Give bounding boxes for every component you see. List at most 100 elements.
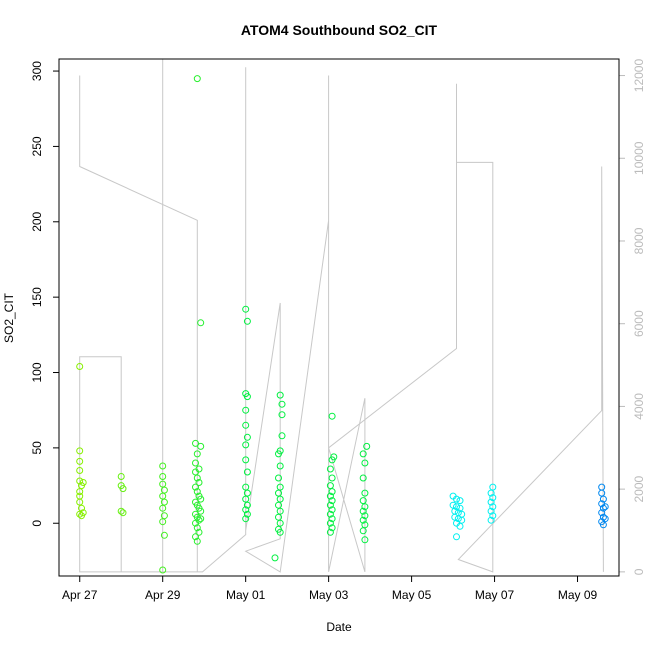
data-point	[193, 474, 201, 482]
data-point	[192, 533, 199, 541]
data-point	[119, 509, 127, 517]
y2-tick-label: 8000	[632, 227, 646, 254]
data-point	[454, 515, 462, 523]
y2-trace-line	[79, 59, 604, 573]
data-point	[487, 516, 495, 524]
data-point	[276, 391, 284, 399]
data-point	[243, 501, 251, 509]
data-point	[193, 524, 201, 532]
data-point	[453, 533, 460, 541]
data-point	[197, 319, 205, 327]
data-point	[599, 513, 607, 521]
data-point	[159, 566, 167, 574]
data-point	[361, 536, 369, 544]
data-point	[361, 512, 369, 520]
data-point	[242, 495, 250, 503]
data-point	[326, 519, 334, 527]
data-point	[243, 393, 251, 401]
data-point	[242, 515, 250, 523]
data-point	[601, 503, 609, 511]
data-point	[76, 363, 84, 370]
data-point	[278, 411, 286, 419]
y-tick-label: 50	[30, 441, 44, 455]
data-point	[328, 456, 336, 464]
data-point	[456, 497, 464, 505]
data-point	[276, 528, 284, 536]
data-point	[192, 483, 199, 491]
data-point	[160, 531, 168, 539]
data-point	[599, 495, 607, 503]
data-point	[328, 524, 336, 532]
data-point	[193, 537, 201, 545]
data-point	[117, 507, 125, 515]
data-point	[328, 515, 336, 523]
data-point	[359, 450, 367, 458]
data-point	[276, 495, 284, 503]
data-point	[193, 75, 201, 83]
data-point	[193, 450, 201, 458]
y-tick-label: 150	[30, 287, 44, 307]
data-point	[242, 506, 250, 514]
data-point	[76, 477, 84, 485]
data-point	[487, 507, 495, 515]
data-point	[489, 503, 497, 511]
data-point	[328, 497, 336, 505]
data-point	[197, 507, 205, 515]
data-point	[159, 504, 167, 512]
data-point	[328, 412, 336, 420]
data-point	[242, 406, 250, 414]
y-axis-label: SO2_CIT	[2, 292, 16, 343]
data-point	[458, 516, 466, 524]
data-point	[79, 479, 87, 486]
y2-tick-label: 4000	[632, 393, 646, 420]
data-point	[243, 317, 251, 325]
y-tick-label: 250	[30, 136, 44, 156]
data-point	[487, 489, 495, 497]
x-tick-label: May 05	[392, 588, 432, 602]
data-point	[160, 498, 168, 506]
data-point	[76, 467, 84, 474]
data-point	[242, 441, 250, 449]
data-point	[328, 474, 336, 482]
data-point	[192, 519, 199, 527]
data-point	[363, 442, 371, 450]
x-tick-label: Apr 27	[62, 588, 98, 602]
data-point	[76, 510, 84, 518]
y2-tick-label: 10000	[632, 141, 646, 175]
data-point	[275, 450, 282, 458]
data-point	[195, 528, 203, 536]
data-point	[487, 498, 495, 506]
data-point	[76, 498, 84, 506]
data-point	[197, 495, 205, 503]
y2-tick-label: 6000	[632, 310, 646, 337]
data-point	[242, 456, 250, 464]
x-tick-label: May 03	[309, 588, 349, 602]
data-point	[359, 474, 367, 482]
x-tick-label: May 07	[475, 588, 515, 602]
data-point	[599, 504, 607, 512]
data-point	[243, 468, 251, 476]
data-point	[76, 488, 84, 496]
data-point	[359, 497, 367, 505]
data-point	[359, 527, 367, 535]
data-point	[243, 510, 251, 518]
data-point	[242, 305, 250, 313]
y2-tick-label: 12000	[632, 59, 646, 93]
data-point	[275, 474, 282, 482]
data-point	[159, 518, 167, 526]
y-tick-label: 300	[30, 61, 44, 81]
data-point	[359, 507, 367, 515]
data-point	[326, 501, 334, 509]
data-point	[76, 447, 84, 455]
y-tick-label: 200	[30, 211, 44, 231]
data-point	[76, 457, 84, 465]
data-point	[242, 421, 250, 429]
data-point	[243, 433, 251, 441]
data-point	[326, 492, 334, 500]
data-point	[361, 503, 369, 511]
data-point	[359, 516, 367, 524]
data-point	[192, 459, 199, 467]
y2-tick-label: 0	[632, 568, 646, 575]
data-point	[326, 528, 334, 536]
data-point	[598, 509, 606, 517]
